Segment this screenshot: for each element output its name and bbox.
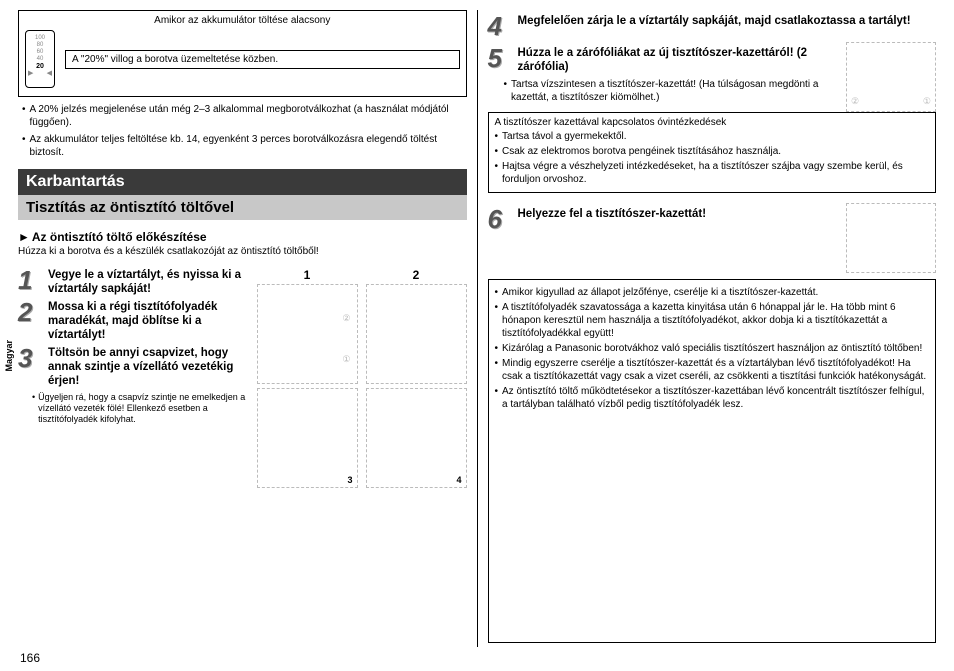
low-battery-box: Amikor az akkumulátor töltése alacsony 1…: [18, 10, 467, 97]
caution-box: A tisztítószer kazettával kapcsolatos óv…: [488, 112, 937, 193]
step-text: Helyezze fel a tisztítószer-kazettát!: [518, 207, 841, 221]
step-text: Megfelelően zárja le a víztartály sapkáj…: [518, 14, 937, 28]
low-batt-title: Amikor az akkumulátor töltése alacsony: [25, 15, 460, 26]
figure-1: 1 ② ①: [257, 268, 358, 384]
step-3: 3 Töltsön be annyi csapvizet, hogy annak…: [18, 346, 257, 388]
step-6-row: 6 Helyezze fel a tisztítószer-kazettát!: [488, 203, 937, 273]
figure-4: 4: [366, 388, 467, 488]
step-5: 5 Húzza le a zárófóliákat az új tisztító…: [488, 46, 841, 74]
info-item: Az öntisztító töltő működtetésekor a tis…: [495, 385, 930, 411]
info-box: Amikor kigyullad az állapot jelzőfénye, …: [488, 279, 937, 643]
step3-note: Ügyeljen rá, hogy a csapvíz szintje ne e…: [32, 392, 257, 425]
triangle-icon: ►: [18, 230, 30, 244]
step-text: Vegye le a víztartályt, és nyissa ki a v…: [48, 268, 257, 296]
step5-bullet: Tartsa vízszintesen a tisztítószer-kazet…: [504, 78, 841, 104]
battery-row: 100 80 60 40 20 ▶ ◀ A "20%" villog a bor…: [25, 30, 460, 88]
bullet-item: Az akkumulátor teljes feltöltése kb. 14,…: [22, 133, 467, 159]
step-number: 1: [18, 268, 42, 292]
step-number: 3: [18, 346, 42, 370]
step-4: 4 Megfelelően zárja le a víztartály sapk…: [488, 14, 937, 38]
caution-item: Tartsa távol a gyermekektől.: [495, 130, 930, 143]
arrow-icon: ◀: [47, 70, 52, 77]
step-number: 4: [488, 14, 512, 38]
battery-icon: 100 80 60 40 20 ▶ ◀: [25, 30, 55, 88]
page-number: 166: [20, 651, 40, 665]
step-text: Mossa ki a régi tisztítófolyadék maradék…: [48, 300, 257, 342]
info-item: Amikor kigyullad az állapot jelzőfénye, …: [495, 286, 930, 299]
info-item: Kizárólag a Panasonic borotvákhoz való s…: [495, 342, 930, 355]
step-number: 6: [488, 207, 512, 231]
figure-cassette: ② ①: [846, 42, 936, 112]
step-5-row: 5 Húzza le a zárófóliákat az új tisztító…: [488, 42, 937, 112]
step-number: 5: [488, 46, 512, 70]
language-tab: Magyar: [4, 340, 14, 372]
left-column: Amikor az akkumulátor töltése alacsony 1…: [10, 10, 475, 647]
step-text: Töltsön be annyi csapvizet, hogy annak s…: [48, 346, 257, 388]
column-divider: [477, 10, 478, 647]
step-6: 6 Helyezze fel a tisztítószer-kazettát!: [488, 207, 841, 231]
caution-title: A tisztítószer kazettával kapcsolatos óv…: [495, 117, 930, 128]
sub-note: Húzza ki a borotva és a készülék csatlak…: [18, 246, 467, 258]
steps-block: 1 Vegye le a víztartályt, és nyissa ki a…: [18, 264, 467, 492]
section-maintenance: Karbantartás: [18, 169, 467, 195]
step-2: 2 Mossa ki a régi tisztítófolyadék marad…: [18, 300, 257, 342]
step-text: Húzza le a zárófóliákat az új tisztítósz…: [518, 46, 841, 74]
right-column: 4 Megfelelően zárja le a víztartály sapk…: [480, 10, 945, 647]
info-item: A tisztítófolyadék szavatossága a kazett…: [495, 301, 930, 340]
sub-header: ►Az öntisztító töltő előkészítése: [18, 230, 467, 244]
step-1: 1 Vegye le a víztartályt, és nyissa ki a…: [18, 268, 257, 296]
batt-msg: A "20%" villog a borotva üzemeltetése kö…: [65, 50, 460, 69]
info-item: Mindig egyszerre cserélje a tisztítószer…: [495, 357, 930, 383]
section-cleaning: Tisztítás az öntisztító töltővel: [18, 195, 467, 220]
figures-12: 1 ② ① 2 3 4: [257, 264, 467, 492]
step-number: 2: [18, 300, 42, 324]
caution-item: Csak az elektromos borotva pengéinek tis…: [495, 145, 930, 158]
arrow-icon: ▶: [28, 70, 33, 77]
figure-2: 2: [366, 268, 467, 384]
figure-3: 3: [257, 388, 358, 488]
figure-install: [846, 203, 936, 273]
caution-item: Hajtsa végre a vészhelyzeti intézkedések…: [495, 160, 930, 186]
bullet-item: A 20% jelzés megjelenése után még 2–3 al…: [22, 103, 467, 129]
